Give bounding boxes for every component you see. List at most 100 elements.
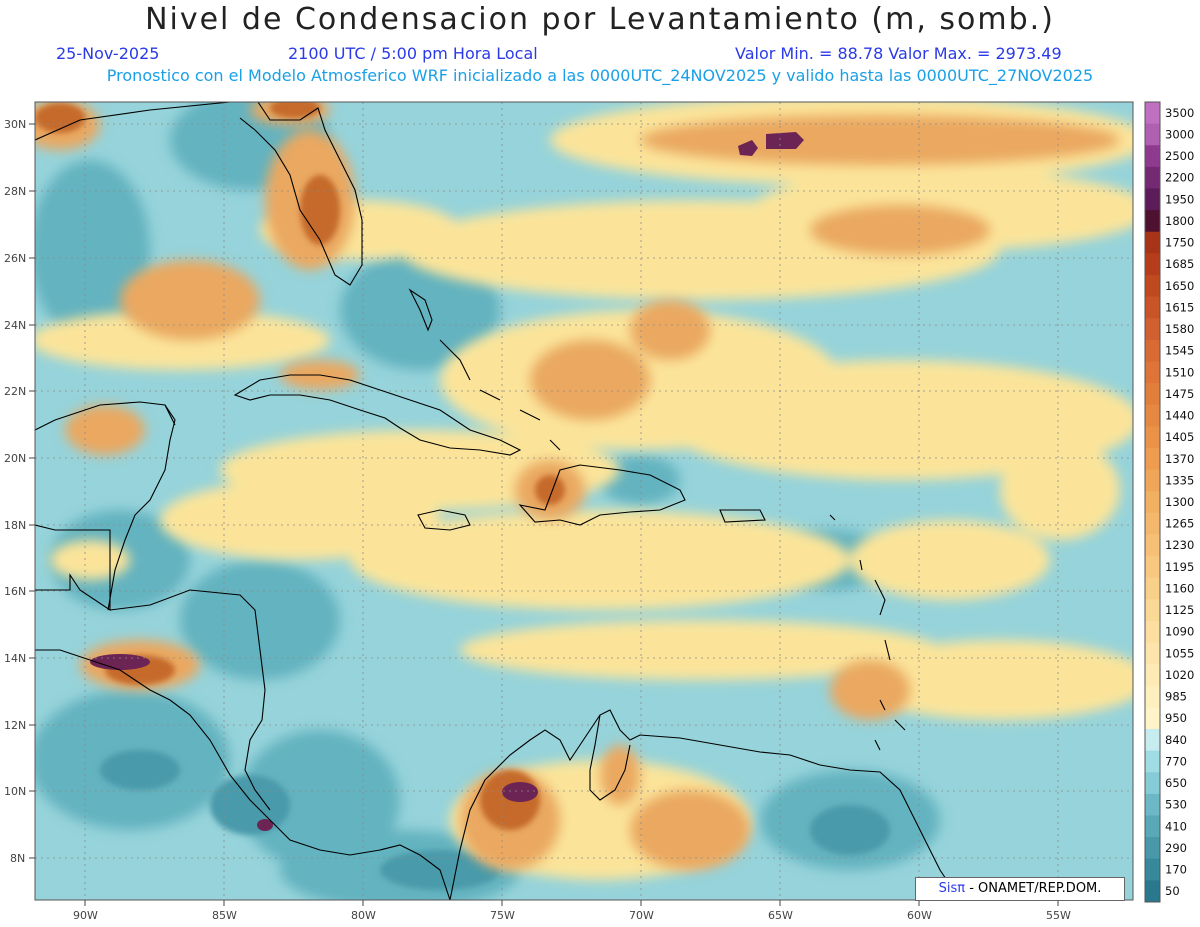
- lon-label: 70W: [629, 909, 654, 922]
- colorbar-swatch: [1145, 296, 1160, 319]
- colorbar-label: 770: [1165, 754, 1187, 768]
- colorbar-label: 1230: [1165, 538, 1194, 552]
- colorbar-swatch: [1145, 383, 1160, 406]
- colorbar-swatch: [1145, 880, 1160, 903]
- colorbar-swatch: [1145, 577, 1160, 600]
- colorbar-label: 1020: [1165, 668, 1194, 682]
- colorbar-label: 1370: [1165, 452, 1194, 466]
- credit-box: Sisπ - ONAMET/REP.DOM.: [915, 877, 1125, 901]
- colorbar-label: 1195: [1165, 560, 1194, 574]
- lat-label: 26N: [4, 252, 26, 265]
- colorbar-swatch: [1145, 707, 1160, 730]
- colorbar-label: 985: [1165, 690, 1187, 704]
- forecast-date: 25-Nov-2025: [56, 44, 160, 63]
- colorbar-label: 1475: [1165, 387, 1194, 401]
- colorbar-swatch: [1145, 664, 1160, 687]
- colorbar-label: 1090: [1165, 625, 1194, 639]
- lat-label: 22N: [4, 385, 26, 398]
- lon-label: 55W: [1046, 909, 1071, 922]
- colorbar-swatch: [1145, 102, 1160, 125]
- lon-label: 85W: [212, 909, 237, 922]
- colorbar-swatch: [1145, 339, 1160, 362]
- colorbar-swatch: [1145, 858, 1160, 881]
- colorbar-swatch: [1145, 253, 1160, 276]
- colorbar-label: 1440: [1165, 409, 1194, 423]
- colorbar-label: 1335: [1165, 473, 1194, 487]
- colorbar-label: 1160: [1165, 581, 1194, 595]
- colorbar-swatch: [1145, 404, 1160, 427]
- colorbar-swatch: [1145, 145, 1160, 168]
- colorbar-label: 650: [1165, 776, 1187, 790]
- colorbar-swatch: [1145, 361, 1160, 384]
- colorbar-label: 410: [1165, 819, 1187, 833]
- chart-title: Nivel de Condensacion por Levantamiento …: [145, 2, 1055, 37]
- colorbar-swatch: [1145, 837, 1160, 860]
- lon-label: 80W: [351, 909, 376, 922]
- model-description: Pronostico con el Modelo Atmosferico WRF…: [106, 66, 1094, 85]
- colorbar-label: 1510: [1165, 365, 1194, 379]
- lon-label: 65W: [768, 909, 793, 922]
- colorbar-swatch: [1145, 469, 1160, 492]
- lat-lon-grid: [35, 102, 1133, 900]
- colorbar-swatch: [1145, 318, 1160, 341]
- colorbar-label: 50: [1165, 884, 1180, 898]
- colorbar-label: 1055: [1165, 646, 1194, 660]
- colorbar-swatch: [1145, 793, 1160, 817]
- colorbar-label: 2500: [1165, 149, 1194, 163]
- lat-label: 14N: [4, 652, 26, 665]
- latitude-labels: 30N 28N 26N 24N 22N 20N 18N 16N 14N 12N …: [4, 118, 26, 865]
- forecast-time: 2100 UTC / 5:00 pm Hora Local: [288, 44, 538, 63]
- colorbar-label: 3500: [1165, 106, 1194, 120]
- colorbar-swatch: [1145, 556, 1160, 579]
- colorbar-swatch: [1145, 274, 1160, 298]
- colorbar-swatch: [1145, 491, 1160, 514]
- colorbar-label: 2200: [1165, 171, 1194, 185]
- colorbar-label: 1950: [1165, 192, 1194, 206]
- lat-label: 18N: [4, 519, 26, 532]
- colorbar-swatch: [1145, 447, 1160, 471]
- colorbar-label: 1800: [1165, 214, 1194, 228]
- sispi-logo-text: Sisπ: [938, 881, 966, 896]
- lat-label: 16N: [4, 585, 26, 598]
- colorbar-label: 950: [1165, 711, 1187, 725]
- colorbar-swatch: [1145, 512, 1160, 535]
- colorbar-swatch: [1145, 231, 1160, 254]
- colorbar-swatch: [1145, 750, 1160, 773]
- colorbar-label: 290: [1165, 841, 1187, 855]
- colorbar-frame: [1144, 101, 1161, 903]
- colorbar-label: 1545: [1165, 344, 1194, 358]
- colorbar-swatch: [1145, 188, 1160, 211]
- colorbar-swatch: [1145, 642, 1160, 665]
- shaded-field: [35, 102, 1133, 900]
- lat-label: 28N: [4, 185, 26, 198]
- value-min-max: Valor Min. = 88.78 Valor Max. = 2973.49: [735, 44, 1062, 63]
- colorbar-swatch: [1145, 534, 1160, 557]
- lat-label: 20N: [4, 452, 26, 465]
- colorbar-label: 1650: [1165, 279, 1194, 293]
- lat-label: 24N: [4, 319, 26, 332]
- lat-label: 10N: [4, 785, 26, 798]
- colorbar-swatch: [1145, 599, 1160, 622]
- coastlines: [35, 102, 961, 900]
- colorbar-label: 530: [1165, 798, 1187, 812]
- colorbar-swatch: [1145, 210, 1160, 233]
- lat-label: 30N: [4, 118, 26, 131]
- colorbar-label: 1685: [1165, 257, 1194, 271]
- lon-label: 60W: [907, 909, 932, 922]
- lon-label: 90W: [73, 909, 98, 922]
- colorbar-swatch: [1145, 166, 1160, 189]
- lat-label: 8N: [10, 852, 25, 865]
- colorbar-label: 3000: [1165, 127, 1194, 141]
- lon-label: 75W: [490, 909, 515, 922]
- colorbar-label: 840: [1165, 733, 1187, 747]
- credit-text: - ONAMET/REP.DOM.: [969, 881, 1102, 896]
- longitude-labels: 90W 85W 80W 75W 70W 65W 60W 55W: [73, 909, 1071, 922]
- colorbar-label: 1750: [1165, 236, 1194, 250]
- colorbar-label: 1580: [1165, 322, 1194, 336]
- colorbar-swatch: [1145, 815, 1160, 838]
- colorbar: 3500 3000 2500 2200 1950 1800 1750 1685 1650 1615…: [1144, 101, 1194, 903]
- colorbar-swatch: [1145, 426, 1160, 449]
- colorbar-label: 1125: [1165, 603, 1194, 617]
- colorbar-swatch: [1145, 123, 1160, 146]
